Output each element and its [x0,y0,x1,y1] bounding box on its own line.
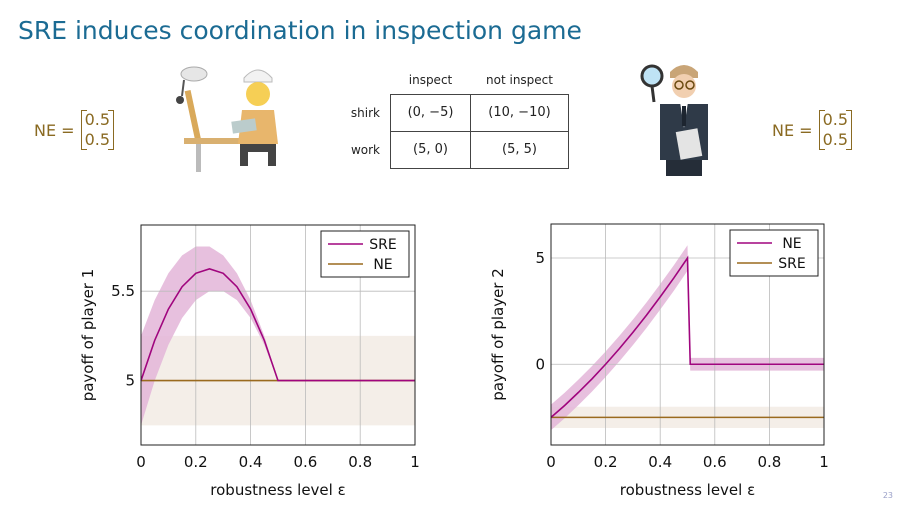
x-tick-label: 0 [546,453,556,471]
x-axis-label: robustness level ε [210,481,345,499]
payoff-cell: (5, 5) [470,130,569,169]
right-equilibrium: NE = 0.5 0.5 [772,110,853,150]
legend: NE SRE [729,229,819,277]
plot-frame [550,223,825,446]
row-header: work [350,142,380,157]
chart-2: 0 0.2 0.4 0.6 0.8 1 0 5 robustness level ε payoff… [489,223,829,499]
x-tick-label: 0.6 [293,453,317,471]
legend-box [320,230,410,278]
legend-entry: SRE [778,256,805,272]
vector-entry: 0.5 [84,130,111,149]
vector-entry: 0.5 [822,110,849,129]
equilibrium-vector: 0.5 0.5 [80,110,115,150]
x-tick-label: 0.6 [703,453,727,471]
legend-entry: SRE [369,237,396,253]
series-line-sre [140,267,415,382]
left-equilibrium: NE = 0.5 0.5 [34,110,115,150]
vector-entry: 0.5 [84,110,111,129]
x-tick-label: 0.2 [184,453,208,471]
page-number: 23 [882,491,893,500]
y-axis-label: payoff of player 1 [79,269,97,402]
equilibrium-label: NE = [34,120,75,140]
legend-entry: NE [782,236,801,252]
chart-1: 0 0.2 0.4 0.6 0.8 1 5 5.5 robustness level ε payo… [79,224,420,499]
legend-box [729,229,819,277]
equilibrium-label: NE = [772,120,813,140]
y-tick-label: 0 [535,355,545,373]
equilibrium-vector: 0.5 0.5 [818,110,853,150]
inspector-with-magnifying-glass-icon [640,64,708,176]
x-tick-label: 0.4 [239,453,263,471]
y-axis-label: payoff of player 2 [489,268,507,401]
series-line-ne [550,255,824,418]
vector-entry: 0.5 [822,130,849,149]
construction-worker-at-desk-icon [176,66,278,172]
y-tick-label: 5 [535,249,545,267]
x-tick-label: 0.8 [757,453,781,471]
payoff-cell: (0, −5) [390,93,471,132]
legend-entry: NE [373,257,392,273]
x-tick-label: 0 [136,453,146,471]
plot-frame [140,224,416,446]
payoff-matrix: inspect not inspect shirk (0, −5) (10, −… [340,66,569,169]
x-tick-label: 1 [410,453,420,471]
column-header: not inspect [486,72,553,87]
slide-title: SRE induces coordination in inspection g… [18,16,582,45]
x-tick-label: 0.4 [648,453,672,471]
row-header: shirk [350,105,380,120]
legend: SRE NE [320,230,410,278]
payoff-cell: (10, −10) [470,93,569,132]
column-header: inspect [408,72,453,87]
y-tick-label: 5.5 [111,282,135,300]
y-tick-label: 5 [125,372,135,390]
x-tick-label: 0.8 [348,453,372,471]
x-axis-label: robustness level ε [620,481,755,499]
x-tick-label: 1 [819,453,829,471]
x-tick-label: 0.2 [594,453,618,471]
